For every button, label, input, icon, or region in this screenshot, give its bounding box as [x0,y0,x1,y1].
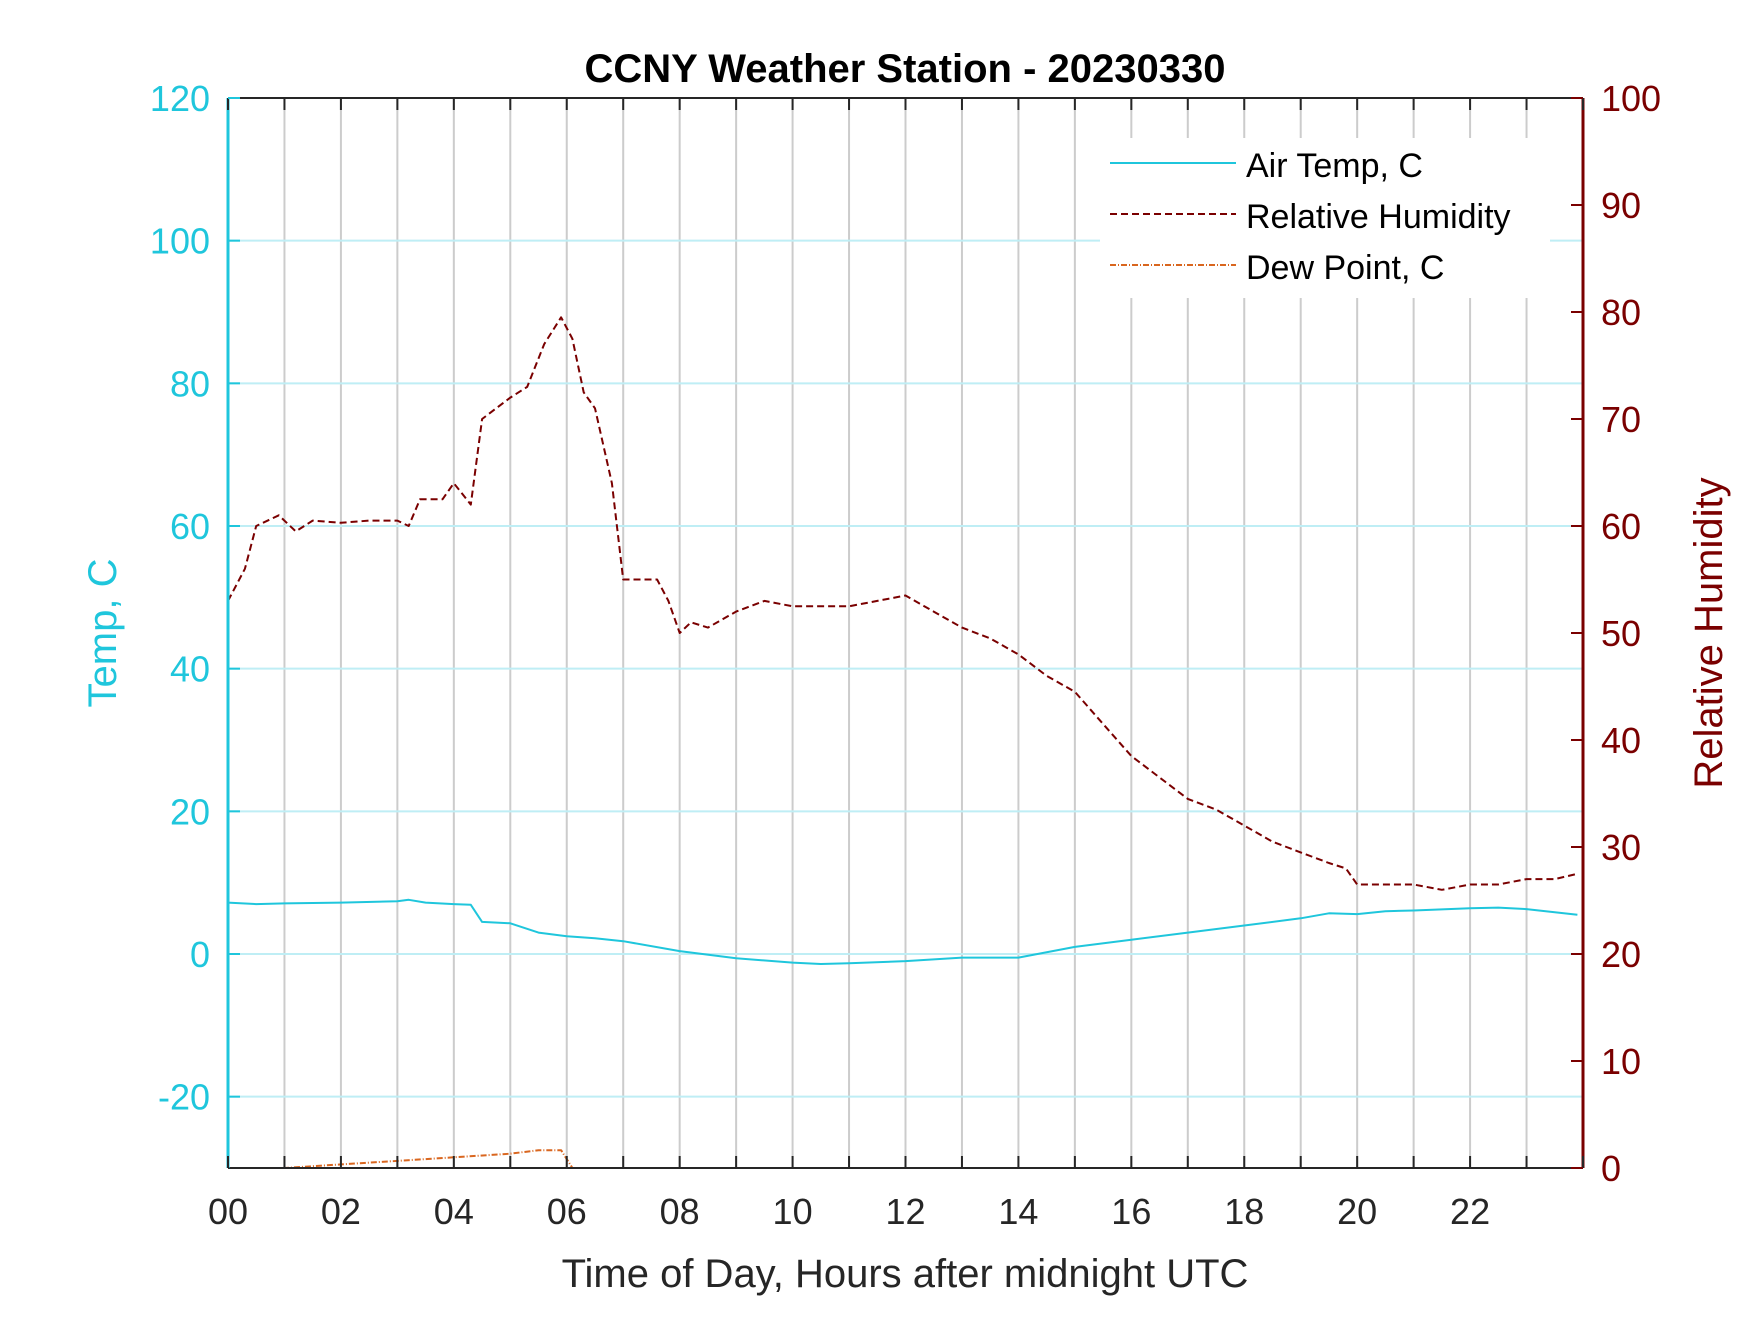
y-tick-label-left: 80 [170,363,210,404]
x-tick-label: 22 [1450,1191,1490,1232]
legend-box [1100,138,1550,298]
legend-label-air-temp: Air Temp, C [1246,147,1423,185]
y-axis-label-left: Temp, C [81,559,125,708]
series-layer [227,316,1578,1169]
y-tick-label-left: 20 [170,791,210,832]
x-tick-label: 08 [660,1191,700,1232]
y-tick-label-right: 40 [1601,720,1641,761]
y-tick-label-left: 100 [150,221,210,262]
y-tick-label-left: 120 [150,78,210,119]
chart-title: CCNY Weather Station - 20230330 [585,47,1226,91]
legend-label-relative-humidity: Relative Humidity [1246,198,1511,236]
y-tick-label-right: 50 [1601,613,1641,654]
y-tick-label-right: 90 [1601,185,1641,226]
series-line-air-temp-c [227,898,1578,965]
series-line-relative-humidity [227,316,1578,891]
x-tick-label: 02 [321,1191,361,1232]
y-tick-label-right: 10 [1601,1041,1641,1082]
axes-layer: 00 02 04 06 08 10 12 14 16 18 20 22120100806040200-… [150,78,1661,1232]
x-axis-label: Time of Day, Hours after midnight UTC [562,1252,1249,1296]
labels-layer: CCNY Weather Station - 20230330 Time of … [81,47,1731,1296]
y-tick-label-right: 0 [1601,1148,1621,1189]
x-tick-label: 10 [773,1191,813,1232]
y-tick-label-left: -20 [158,1077,210,1118]
y-tick-label-right: 30 [1601,827,1641,868]
x-tick-label: 12 [885,1191,925,1232]
y-tick-label-left: 0 [190,934,210,975]
legend-label-dew-point: Dew Point, C [1246,249,1444,287]
y-tick-label-right: 80 [1601,292,1641,333]
x-tick-label: 16 [1111,1191,1151,1232]
x-tick-label: 06 [547,1191,587,1232]
legend: Air Temp, C Relative Humidity Dew Point,… [1100,138,1550,298]
x-tick-label: 04 [434,1191,474,1232]
y-tick-label-right: 20 [1601,934,1641,975]
y-tick-label-left: 40 [170,649,210,690]
y-tick-label-right: 100 [1601,78,1661,119]
y-tick-label-left: 60 [170,506,210,547]
grid-layer [228,98,1583,1168]
y-tick-label-right: 60 [1601,506,1641,547]
x-tick-label: 20 [1337,1191,1377,1232]
y-axis-label-right: Relative Humidity [1687,477,1731,788]
y-tick-label-right: 70 [1601,399,1641,440]
series-line-dew-point-c [228,1149,574,1169]
x-tick-label: 00 [208,1191,248,1232]
x-tick-label: 18 [1224,1191,1264,1232]
x-tick-label: 14 [998,1191,1038,1232]
